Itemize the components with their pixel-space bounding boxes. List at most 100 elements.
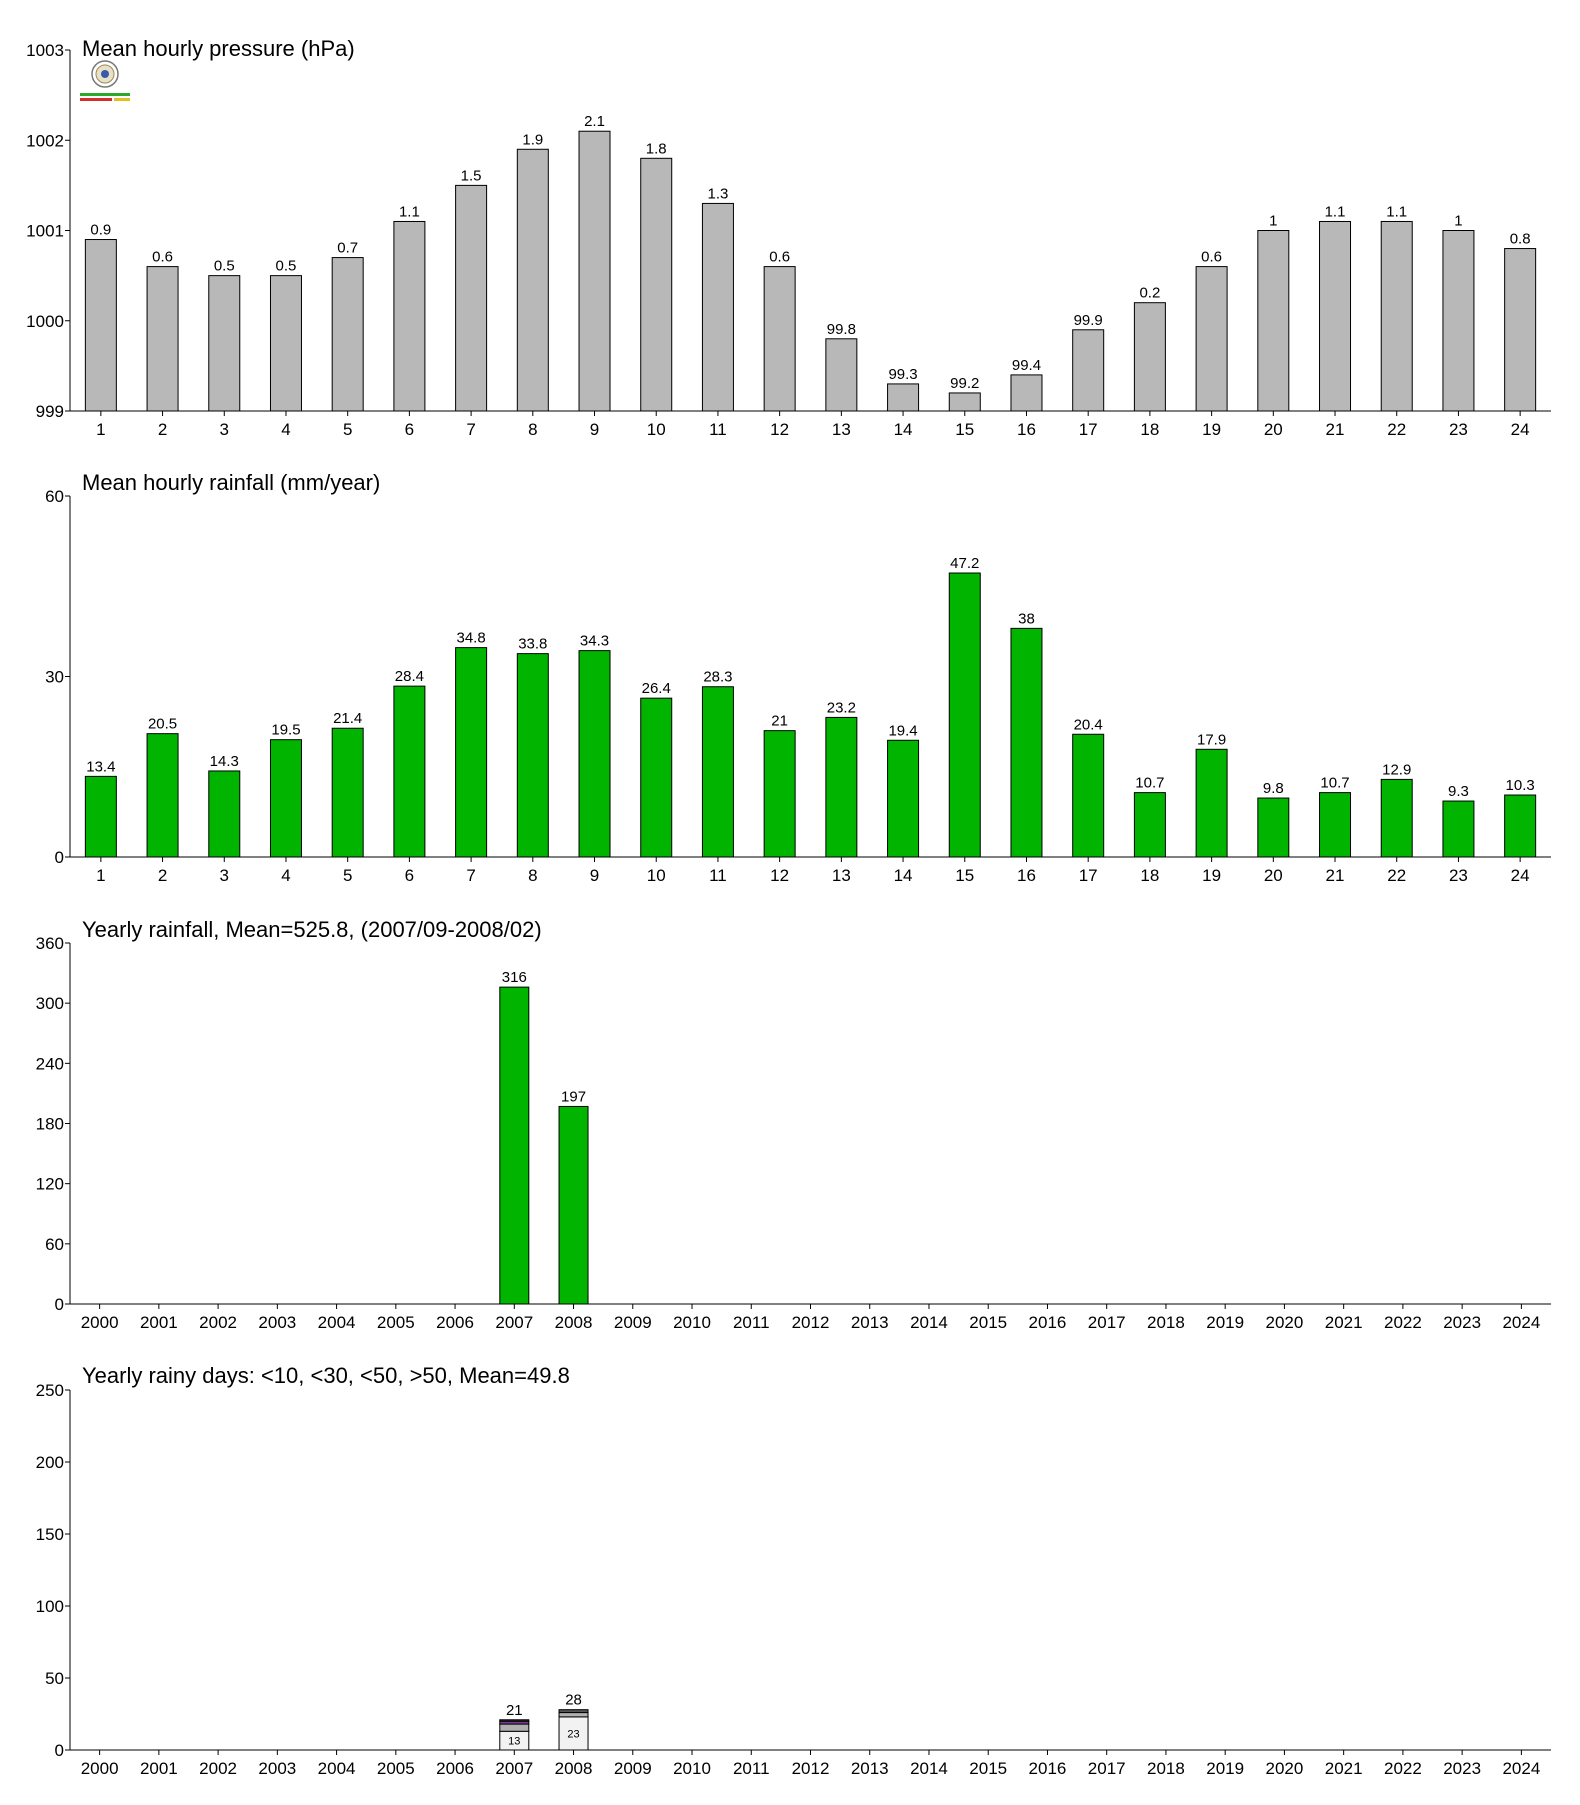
bar xyxy=(578,650,611,858)
x-tick-label: 12 xyxy=(770,420,789,439)
bar-value-label: 10.7 xyxy=(1320,775,1349,792)
bar xyxy=(516,148,549,412)
x-tick-label: 22 xyxy=(1387,420,1406,439)
y-tick-label: 1003 xyxy=(26,41,64,60)
x-tick-label: 2007 xyxy=(495,1313,533,1332)
x-tick-label: 2009 xyxy=(614,1759,652,1778)
x-tick-label: 2001 xyxy=(140,1759,178,1778)
bar xyxy=(1319,220,1352,412)
x-tick-label: 2014 xyxy=(910,1313,948,1332)
bar-value-label: 0.6 xyxy=(769,249,790,266)
x-tick-label: 2024 xyxy=(1502,1759,1540,1778)
yearly-rainy-days-chart: Yearly rainy days: <10, <30, <50, >50, M… xyxy=(36,1363,1551,1778)
x-tick-label: 2019 xyxy=(1206,1313,1244,1332)
x-tick-label: 2015 xyxy=(969,1313,1007,1332)
x-tick-label: 2005 xyxy=(377,1759,415,1778)
y-tick-label: 120 xyxy=(36,1175,64,1194)
y-tick-label: 999 xyxy=(36,402,64,421)
bar xyxy=(84,239,117,412)
x-tick-label: 2018 xyxy=(1147,1313,1185,1332)
bar xyxy=(331,727,364,858)
bar-value-label: 1.1 xyxy=(399,203,420,220)
bar-value-label: 99.3 xyxy=(888,366,917,383)
x-tick-label: 2019 xyxy=(1206,1759,1244,1778)
bar xyxy=(393,685,426,858)
bar xyxy=(1442,800,1475,858)
bar-value-label: 0.5 xyxy=(214,258,235,275)
x-tick-label: 2013 xyxy=(851,1759,889,1778)
bar-value-label: 0.7 xyxy=(337,240,358,257)
bar xyxy=(1133,792,1166,858)
x-tick-label: 2020 xyxy=(1266,1759,1304,1778)
bar-value-label: 1.8 xyxy=(646,140,667,157)
bar xyxy=(701,202,734,412)
bar xyxy=(701,686,734,858)
y-tick-label: 30 xyxy=(45,668,64,687)
x-tick-label: 6 xyxy=(405,866,414,885)
bar xyxy=(1010,627,1043,858)
x-tick-label: 2011 xyxy=(733,1313,770,1332)
x-tick-label: 16 xyxy=(1017,866,1036,885)
x-tick-label: 14 xyxy=(894,420,913,439)
y-tick-label: 0 xyxy=(55,1295,64,1314)
x-tick-label: 7 xyxy=(466,420,475,439)
y-tick-label: 1000 xyxy=(26,312,64,331)
x-tick-label: 4 xyxy=(281,420,290,439)
x-tick-label: 8 xyxy=(528,866,537,885)
x-tick-label: 12 xyxy=(770,866,789,885)
bar-value-label: 1.9 xyxy=(522,131,543,148)
x-tick-label: 2015 xyxy=(969,1759,1007,1778)
bar-value-label: 12.9 xyxy=(1382,761,1411,778)
x-tick-label: 2001 xyxy=(140,1313,178,1332)
x-tick-label: 2006 xyxy=(436,1313,474,1332)
bar xyxy=(146,733,179,858)
bar xyxy=(763,266,796,412)
bar-value-label: 34.8 xyxy=(457,630,486,647)
bar xyxy=(455,184,488,412)
x-tick-label: 1 xyxy=(96,866,105,885)
y-tick-label: 60 xyxy=(45,487,64,506)
bar-value-label: 197 xyxy=(561,1088,586,1105)
bar xyxy=(1195,266,1228,412)
x-tick-label: 2012 xyxy=(792,1313,830,1332)
y-tick-label: 240 xyxy=(36,1054,64,1073)
x-tick-label: 2023 xyxy=(1443,1759,1481,1778)
bar-value-label: 9.3 xyxy=(1448,783,1469,800)
x-tick-label: 6 xyxy=(405,420,414,439)
yearly-rainy-days-chart-title: Yearly rainy days: <10, <30, <50, >50, M… xyxy=(82,1363,570,1388)
x-tick-label: 2004 xyxy=(318,1313,356,1332)
x-tick-label: 2010 xyxy=(673,1759,711,1778)
bar-value-label: 10.7 xyxy=(1135,775,1164,792)
stack-segment xyxy=(558,1712,589,1718)
bar-value-label: 0.6 xyxy=(1201,249,1222,266)
bar-value-label: 33.8 xyxy=(518,636,547,653)
bar xyxy=(1257,230,1290,412)
x-tick-label: 11 xyxy=(709,866,727,885)
hourly-rainfall-chart-title: Mean hourly rainfall (mm/year) xyxy=(82,470,380,495)
y-tick-label: 300 xyxy=(36,994,64,1013)
bar-value-label: 19.4 xyxy=(888,722,917,739)
bar xyxy=(1010,374,1043,412)
x-tick-label: 9 xyxy=(590,866,599,885)
bar-value-label: 99.9 xyxy=(1074,312,1103,329)
bar-value-label: 28.4 xyxy=(395,668,424,685)
bar xyxy=(763,730,796,858)
bar-value-label: 9.8 xyxy=(1263,780,1284,797)
x-tick-label: 2006 xyxy=(436,1759,474,1778)
x-tick-label: 2007 xyxy=(495,1759,533,1778)
bar-value-label: 0.5 xyxy=(276,258,297,275)
x-tick-label: 10 xyxy=(647,866,666,885)
x-tick-label: 7 xyxy=(466,866,475,885)
bar-value-label: 316 xyxy=(502,969,527,986)
bar-value-label: 20.5 xyxy=(148,716,177,733)
x-tick-label: 2017 xyxy=(1088,1313,1126,1332)
bar xyxy=(1072,329,1105,412)
x-tick-label: 2021 xyxy=(1325,1313,1363,1332)
x-tick-label: 2013 xyxy=(851,1313,889,1332)
x-tick-label: 5 xyxy=(343,420,352,439)
bar xyxy=(84,775,117,858)
x-tick-label: 2002 xyxy=(199,1313,237,1332)
bar xyxy=(269,275,302,412)
x-tick-label: 13 xyxy=(832,866,851,885)
bar xyxy=(825,716,858,858)
